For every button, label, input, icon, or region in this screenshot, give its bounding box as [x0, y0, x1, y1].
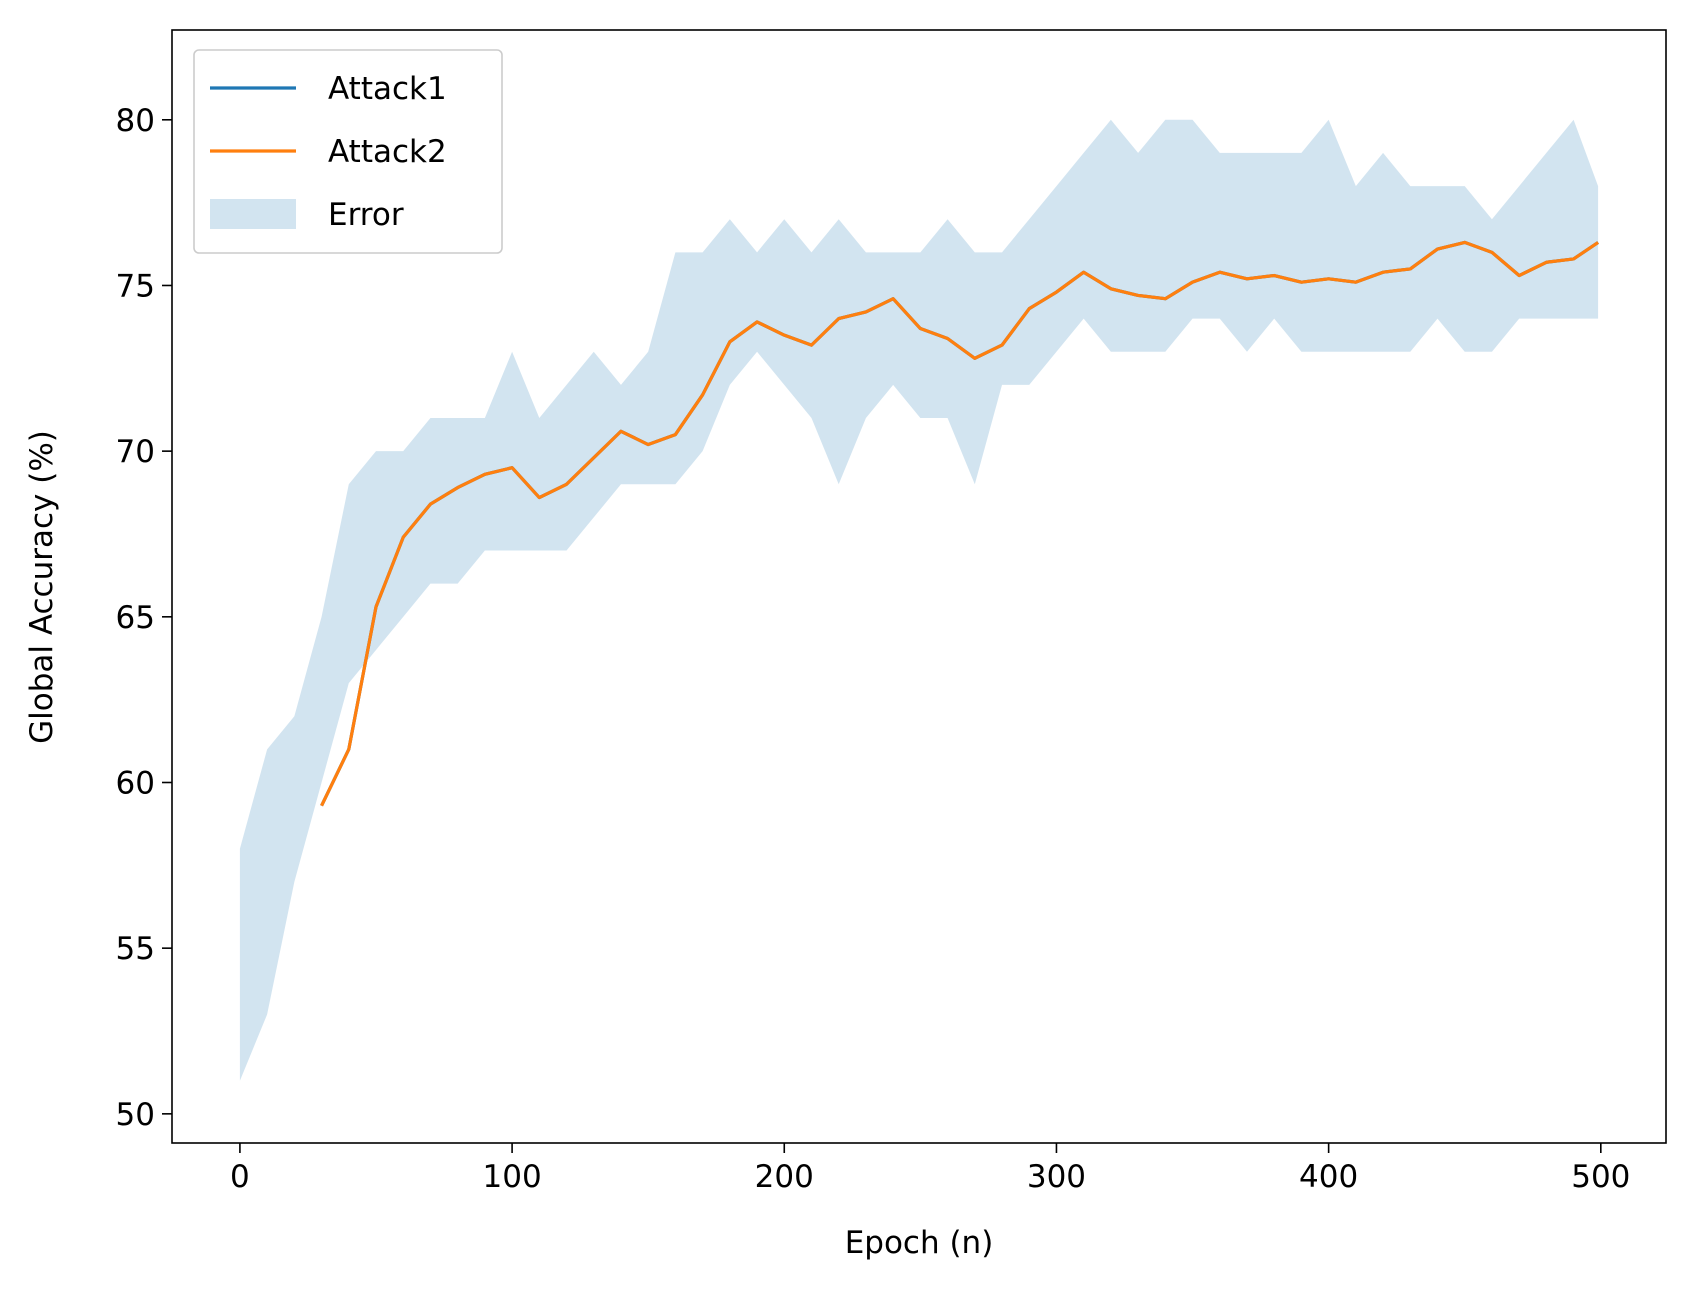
y-tick-label: 50	[116, 1097, 155, 1133]
x-axis-label: Epoch (n)	[845, 1225, 994, 1261]
y-tick-label: 65	[116, 600, 155, 636]
y-tick-label: 80	[116, 103, 155, 139]
y-tick-label: 75	[116, 268, 155, 304]
y-tick-label: 60	[116, 765, 155, 801]
x-tick-label: 100	[483, 1159, 542, 1195]
y-tick-label: 70	[116, 434, 155, 470]
legend-frame	[193, 49, 503, 254]
legend-label: Attack2	[328, 134, 447, 170]
legend-label: Attack1	[328, 71, 447, 107]
x-tick-label: 300	[1027, 1159, 1086, 1195]
plot-frame	[171, 29, 1667, 1144]
x-tick-label: 0	[230, 1159, 250, 1195]
x-tick-label: 400	[1299, 1159, 1358, 1195]
x-tick-label: 200	[755, 1159, 814, 1195]
y-axis-label: Global Accuracy (%)	[24, 430, 60, 744]
series-line	[320, 240, 1599, 807]
legend: Attack1 Attack2 Error	[193, 49, 503, 254]
y-tick-label: 55	[116, 931, 155, 967]
x-tick-label: 500	[1571, 1159, 1630, 1195]
legend-label: Error	[328, 197, 404, 233]
legend-swatch	[210, 199, 296, 229]
error-band	[239, 119, 1599, 1081]
